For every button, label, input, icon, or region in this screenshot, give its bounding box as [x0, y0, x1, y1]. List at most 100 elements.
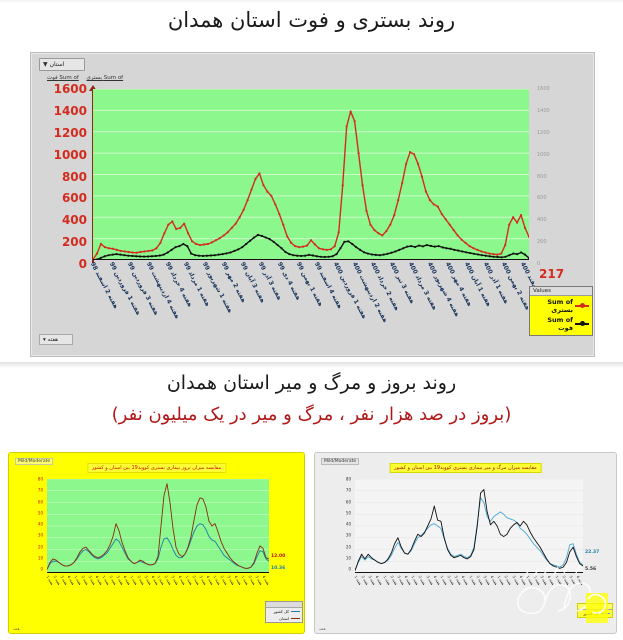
- plot-area: [91, 88, 531, 262]
- incidence-end-value-province: 12.00: [271, 554, 286, 559]
- mini-y-tick-label: 50: [345, 510, 351, 516]
- legend-row-death[interactable]: Sum of فوت: [530, 314, 592, 332]
- legend-label-death: Sum of فوت: [547, 316, 573, 332]
- y-tick-label-right: 0: [537, 261, 541, 267]
- series-label-hospitalized: Sum of بستری: [86, 75, 124, 81]
- incidence-plot-area: [46, 478, 270, 574]
- section-divider: [0, 362, 623, 368]
- incidence-legend-label-country: کل کشور: [273, 609, 289, 614]
- mini-x-tick-label: هفته 4: [261, 575, 271, 586]
- province-filter-button[interactable]: استان ▼: [39, 58, 85, 71]
- legend-header: Values: [530, 287, 592, 296]
- y-tick-label-right: 800: [537, 173, 547, 180]
- y-tick-label-right: 1600: [537, 86, 550, 92]
- chart-legend: Values Sum of بستری Sum of فوت: [529, 286, 593, 336]
- mortality-corner-note: هفته: [319, 627, 326, 631]
- y-tick-label-right: 200: [537, 239, 547, 246]
- x-axis-labels: هفته 2 اسفند 98 هفته 1 فروردین 99 هفته 3 ف…: [89, 261, 551, 341]
- x-tick-label: هفته 2 اردیبهشت 400: [350, 261, 389, 324]
- mini-y-tick-label: 70: [345, 487, 351, 493]
- legend-row-hospitalized[interactable]: Sum of بستری: [530, 296, 592, 314]
- y-tick-label: 1200: [53, 125, 87, 140]
- end-value-hospitalized: 217: [539, 267, 565, 281]
- mortality-legend-row-country[interactable]: کل کشور: [578, 610, 612, 617]
- incidence-end-value-country: 10.36: [271, 566, 286, 571]
- y-tick-label: 400: [61, 213, 87, 228]
- x-tick-label: هفته 1 فروردین 400: [331, 261, 368, 321]
- mini-y-tick-label: 30: [37, 532, 43, 538]
- mini-y-tick-label: 40: [37, 521, 43, 527]
- funnel-icon: ▼: [43, 61, 48, 68]
- mortality-end-value-province: 5.56: [585, 567, 597, 572]
- incidence-x-axis-labels: هفته 1 هفته 2 هفته 3 هفته 4 هفته 1 هفته 2 هفته…: [46, 575, 277, 623]
- incidence-corner-note: هفته: [13, 627, 20, 631]
- incidence-legend-header: [266, 602, 302, 608]
- legend-marker-brown-icon: [291, 617, 300, 620]
- mini-y-tick-label: 40: [345, 521, 351, 527]
- mini-y-tick-label: 10: [37, 555, 43, 561]
- week-field-button[interactable]: هفته ▾: [39, 334, 73, 345]
- mini-y-tick-label: 20: [345, 544, 351, 549]
- mini-y-tick-label: 60: [345, 499, 351, 504]
- y-tick-label: 600: [61, 191, 87, 206]
- y-tick-label-right: 1000: [537, 151, 550, 158]
- mortality-chart-title: مقایسه میزان مرگ و میر بیماری بستری کووی…: [389, 463, 542, 473]
- series-svg: [91, 88, 531, 262]
- mortality-chart-badge: Mild/Moderate: [321, 458, 360, 465]
- mini-y-tick-label: 50: [37, 510, 43, 516]
- series-field-labels: Sum of بستری Sum of فوت: [41, 75, 123, 81]
- page-title-middle: روند بروز و مرگ و میر استان همدان: [166, 372, 457, 394]
- mini-y-tick-label: 0: [348, 566, 351, 572]
- mini-x-tick-label: هفته 4: [575, 575, 585, 586]
- mortality-legend-label-country: کل کشور: [583, 611, 599, 616]
- y-tick-label-right: 400: [537, 217, 547, 224]
- legend-marker-blue-icon: [291, 610, 300, 613]
- page-subtitle-middle: (بروز در صد هزار نفر ، مرگ و میر در یک م…: [111, 404, 512, 425]
- mini-y-tick-label: 20: [37, 544, 43, 549]
- top-divider: [0, 0, 623, 3]
- mortality-series-svg: [354, 478, 584, 574]
- y-axis-left: 1600 1400 1200 1000 800 600 400 200 0: [39, 82, 91, 271]
- mortality-legend: کل کشور: [577, 603, 613, 618]
- mortality-plot-area: [354, 478, 584, 574]
- mini-y-tick-label: 60: [37, 499, 43, 504]
- mini-y-tick-label: 80: [37, 476, 43, 482]
- y-tick-label: 800: [61, 169, 87, 184]
- incidence-legend-row-province[interactable]: استان: [266, 615, 302, 622]
- province-filter-label: استان: [49, 61, 65, 68]
- incidence-chart-title: مقایسه میزان بروز بیماری بستری کووید19 ب…: [86, 463, 227, 473]
- page-title-top: روند بستری و فوت استان همدان: [167, 8, 456, 32]
- mini-y-tick-label: 30: [345, 532, 351, 538]
- legend-label-hospitalized: Sum of بستری: [547, 298, 573, 314]
- incidence-rate-chart: Mild/Moderate مقایسه میزان بروز بیماری ب…: [8, 452, 305, 634]
- y-tick-label: 0: [78, 257, 87, 271]
- incidence-legend: کل کشور استان: [265, 601, 303, 623]
- chevron-down-icon: ▾: [43, 336, 46, 343]
- incidence-series-svg: [46, 478, 270, 574]
- y-tick-label-right: 1200: [537, 129, 550, 136]
- y-tick-label: 1000: [53, 147, 87, 162]
- mini-y-tick-label: 70: [37, 487, 43, 493]
- y-axis-right: 1600 1400 1200 1000 800 600 400 200 0: [531, 82, 571, 267]
- mini-y-tick-label: 80: [345, 476, 351, 482]
- y-tick-label: 1400: [53, 103, 87, 118]
- y-tick-label-right: 600: [537, 195, 547, 202]
- mini-y-tick-label: 10: [345, 555, 351, 561]
- y-tick-label: 1600: [53, 82, 87, 96]
- legend-marker-red-icon: [575, 303, 589, 308]
- incidence-legend-label-province: استان: [279, 616, 289, 621]
- mortality-end-value-country: 22.37: [585, 550, 600, 555]
- incidence-y-axis: 80 70 60 50 40 30 20 10 0: [19, 477, 45, 575]
- legend-marker-lightblue-icon: [601, 612, 610, 615]
- y-tick-label: 200: [61, 235, 87, 250]
- mortality-y-axis: 80 70 60 50 40 30 20 10 0: [327, 477, 353, 575]
- mini-y-tick-label: 0: [40, 566, 43, 572]
- legend-marker-black-icon: [575, 321, 589, 326]
- incidence-chart-badge: Mild/Moderate: [15, 458, 54, 465]
- hospitalization-death-chart: استان ▼ Sum of بستری Sum of فوت 1600 1400…: [30, 52, 595, 357]
- mortality-rate-chart: Mild/Moderate مقایسه میزان مرگ و میر بیم…: [314, 452, 617, 634]
- y-tick-label-right: 1400: [537, 107, 550, 114]
- series-label-death: Sum of فوت: [47, 75, 79, 81]
- incidence-legend-row-country[interactable]: کل کشور: [266, 608, 302, 615]
